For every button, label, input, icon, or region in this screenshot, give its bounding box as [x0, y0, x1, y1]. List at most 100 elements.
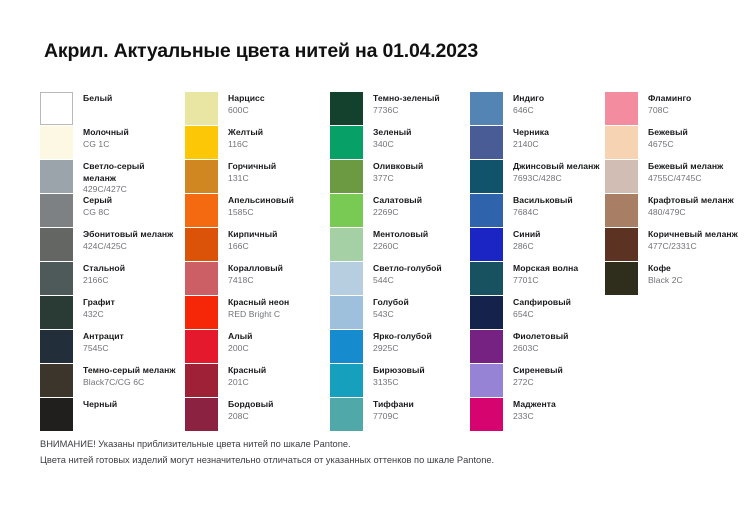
swatch-row: Зеленый 340C — [330, 126, 470, 160]
swatch-row: Васильковый 7684C — [470, 194, 605, 228]
swatch-labels: Сиреневый 272C — [513, 364, 563, 388]
color-swatch[interactable] — [330, 92, 363, 125]
color-name: Синий — [513, 229, 541, 239]
color-code: 2260C — [373, 240, 399, 251]
swatch-row-empty — [605, 364, 750, 398]
color-code: 646C — [513, 104, 534, 115]
color-swatch[interactable] — [605, 262, 638, 295]
color-code: 2925C — [373, 342, 399, 353]
color-swatch[interactable] — [185, 364, 218, 397]
swatch-labels: Молочный CG 1C — [83, 126, 129, 150]
color-swatch[interactable] — [40, 92, 73, 125]
color-code: 600C — [228, 104, 249, 115]
color-swatch[interactable] — [470, 398, 503, 431]
color-swatch[interactable] — [330, 364, 363, 397]
color-code: Black 2C — [648, 274, 683, 285]
swatch-column-1: Нарцисс 600C Желтый 116C Горчичный 131C Апельс… — [185, 92, 330, 432]
color-code: 2603C — [513, 342, 539, 353]
color-name: Оливковый — [373, 161, 424, 171]
color-swatch[interactable] — [330, 398, 363, 431]
swatch-row: Коралловый 7418C — [185, 262, 330, 296]
swatch-labels: Бордовый 208C — [228, 398, 273, 422]
color-swatch[interactable] — [185, 398, 218, 431]
swatch-row: Красный неон RED Bright C — [185, 296, 330, 330]
color-swatch[interactable] — [470, 92, 503, 125]
color-swatch[interactable] — [470, 194, 503, 227]
swatch-labels: Васильковый 7684C — [513, 194, 573, 218]
swatch-row: Тиффани 7709C — [330, 398, 470, 432]
swatch-labels: Бежевый меланж 4755С/4745C — [648, 160, 723, 184]
color-swatch[interactable] — [470, 126, 503, 159]
color-name: Коричневый меланж — [648, 229, 738, 239]
swatch-row: Сапфировый 654C — [470, 296, 605, 330]
color-name: Стальной — [83, 263, 126, 273]
color-swatch[interactable] — [330, 194, 363, 227]
color-swatch[interactable] — [605, 194, 638, 227]
swatch-columns: Белый Молочный CG 1C Светло-серый меланж 429… — [40, 92, 750, 432]
color-swatch[interactable] — [470, 228, 503, 261]
color-swatch[interactable] — [605, 160, 638, 193]
color-swatch[interactable] — [470, 160, 503, 193]
color-swatch[interactable] — [605, 126, 638, 159]
color-name: Темно-зеленый — [373, 93, 440, 103]
color-code: 543C — [373, 308, 394, 319]
color-swatch[interactable] — [605, 228, 638, 261]
swatch-row: Светло-голубой 544C — [330, 262, 470, 296]
color-swatch[interactable] — [40, 330, 73, 363]
swatch-labels: Горчичный 131C — [228, 160, 276, 184]
color-swatch[interactable] — [40, 364, 73, 397]
color-swatch[interactable] — [185, 228, 218, 261]
swatch-row-empty — [605, 398, 750, 432]
swatch-row: Ментоловый 2260C — [330, 228, 470, 262]
color-swatch[interactable] — [185, 296, 218, 329]
color-swatch[interactable] — [330, 262, 363, 295]
color-name: Салатовый — [373, 195, 423, 205]
color-swatch[interactable] — [185, 194, 218, 227]
color-swatch[interactable] — [40, 194, 73, 227]
color-code: 1585C — [228, 206, 254, 217]
color-code: 131C — [228, 172, 249, 183]
color-swatch[interactable] — [40, 126, 73, 159]
color-name: Крафтовый меланж — [648, 195, 734, 205]
swatch-labels: Черника 2140C — [513, 126, 549, 150]
color-swatch[interactable] — [40, 262, 73, 295]
color-swatch[interactable] — [330, 160, 363, 193]
color-swatch[interactable] — [185, 330, 218, 363]
color-swatch[interactable] — [40, 398, 73, 431]
color-swatch[interactable] — [185, 92, 218, 125]
color-name: Васильковый — [513, 195, 573, 205]
color-swatch[interactable] — [330, 126, 363, 159]
color-code: 7693С/428C — [513, 172, 562, 183]
color-swatch[interactable] — [330, 296, 363, 329]
color-swatch[interactable] — [470, 262, 503, 295]
color-swatch[interactable] — [185, 126, 218, 159]
color-name: Кирпичный — [228, 229, 278, 239]
color-swatch[interactable] — [40, 228, 73, 261]
color-code: Black7C/CG 6C — [83, 376, 145, 387]
swatch-row: Черный — [40, 398, 185, 432]
swatch-row: Бирюзовый 3135C — [330, 364, 470, 398]
color-code: RED Bright C — [228, 308, 281, 319]
color-swatch[interactable] — [470, 330, 503, 363]
color-code: 4675C — [648, 138, 674, 149]
color-swatch[interactable] — [330, 228, 363, 261]
color-name: Коралловый — [228, 263, 283, 273]
swatch-row: Синий 286C — [470, 228, 605, 262]
swatch-labels: Серый CG 8C — [83, 194, 112, 218]
swatch-labels: Темно-зеленый 7736C — [373, 92, 440, 116]
color-swatch[interactable] — [330, 330, 363, 363]
page-title: Акрил. Актуальные цвета нитей на 01.04.2… — [44, 40, 479, 62]
swatch-labels: Бирюзовый 3135C — [373, 364, 425, 388]
color-swatch[interactable] — [605, 92, 638, 125]
swatch-row: Коричневый меланж 477С/2331C — [605, 228, 750, 262]
color-swatch[interactable] — [185, 160, 218, 193]
color-swatch[interactable] — [185, 262, 218, 295]
color-code: 2166C — [83, 274, 109, 285]
color-swatch[interactable] — [40, 296, 73, 329]
color-name: Тиффани — [373, 399, 414, 409]
color-swatch[interactable] — [470, 296, 503, 329]
swatch-labels: Кирпичный 166C — [228, 228, 278, 252]
swatch-labels: Алый 200C — [228, 330, 253, 354]
color-swatch[interactable] — [470, 364, 503, 397]
color-swatch[interactable] — [40, 160, 73, 193]
